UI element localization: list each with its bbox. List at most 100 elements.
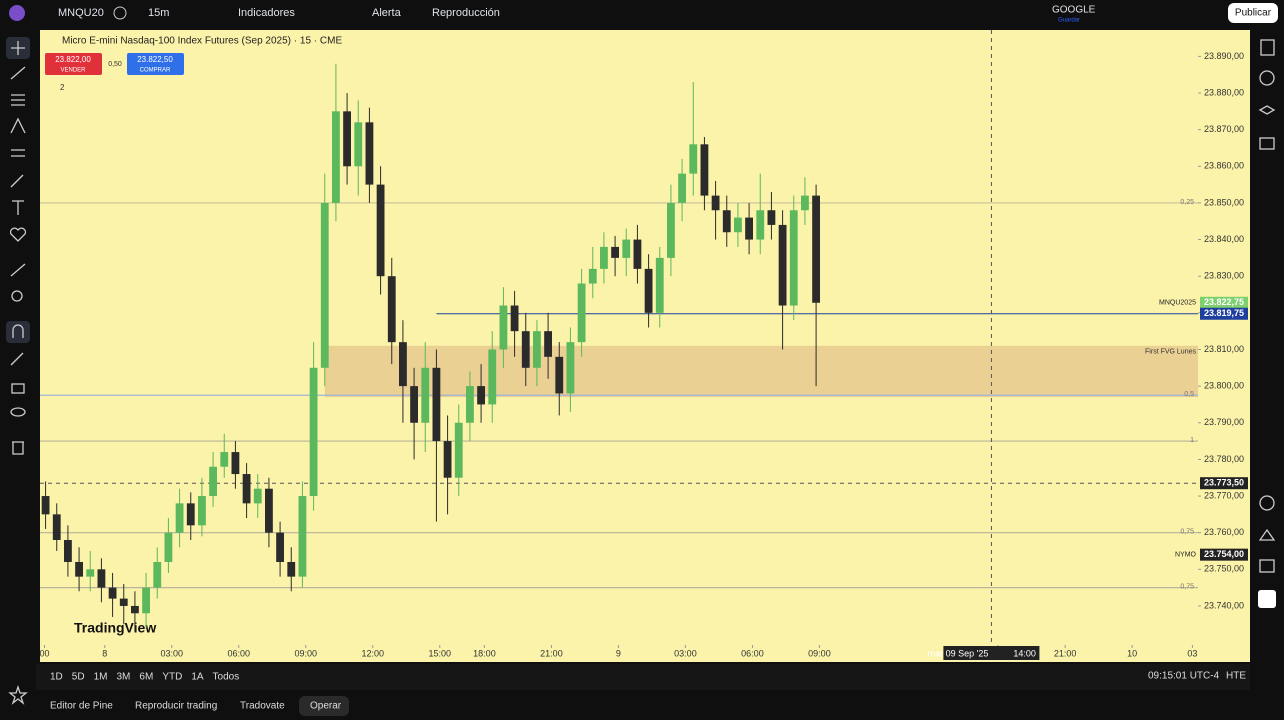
tool-zoom[interactable] — [11, 290, 23, 302]
replay[interactable]: Reproducción — [432, 7, 500, 19]
publish[interactable]: Publicar — [1235, 8, 1272, 19]
tool-pattern[interactable] — [10, 117, 26, 134]
tool-eye[interactable] — [10, 407, 26, 417]
bottom-tab[interactable]: Editor de Pine — [50, 701, 113, 712]
candle-body — [667, 202, 675, 258]
tool-draw[interactable] — [10, 352, 24, 366]
tool-fib[interactable] — [11, 94, 25, 106]
candle-body — [164, 532, 173, 562]
candle-body — [332, 111, 340, 203]
candle-body — [320, 202, 329, 368]
candle-body — [119, 598, 128, 606]
tool-measure[interactable] — [11, 149, 25, 157]
watchlist[interactable] — [1260, 39, 1275, 56]
candle-body — [142, 587, 150, 614]
candle-body — [186, 503, 195, 526]
price-tag-name: MNQU2025 — [1159, 300, 1196, 307]
alerts[interactable] — [1259, 70, 1275, 86]
add-icon[interactable] — [113, 6, 127, 20]
candle-body — [443, 441, 452, 478]
candle-body — [499, 305, 508, 350]
tool-cross[interactable] — [11, 41, 25, 55]
candle-body — [588, 268, 597, 284]
interval[interactable]: 15m — [148, 7, 169, 19]
range-button[interactable]: Todos — [213, 672, 240, 683]
apps[interactable] — [1258, 590, 1276, 608]
x-tick-label: 12:00 — [362, 648, 385, 658]
tool-line[interactable] — [10, 66, 26, 80]
candle-body — [466, 386, 474, 423]
right-toolbar — [1258, 39, 1276, 608]
target[interactable] — [1259, 495, 1275, 511]
candle-body — [432, 367, 441, 442]
candle-body — [108, 587, 117, 599]
bottom-tab[interactable]: Operar — [310, 701, 342, 712]
publish-button[interactable] — [1228, 3, 1278, 23]
price-tag — [1200, 477, 1248, 490]
x-tick-label: 21:00 — [540, 648, 563, 658]
x-tick-label: 06:00 — [741, 648, 764, 658]
tool-fav[interactable] — [9, 227, 27, 242]
candle-body — [343, 111, 351, 167]
buy-label[interactable]: COMPRAR — [140, 68, 171, 74]
buy-price[interactable]: 23.822,50 — [137, 55, 173, 64]
candle-body — [789, 210, 798, 306]
tool-star[interactable] — [8, 684, 28, 705]
price-tag — [1200, 548, 1248, 561]
candle-body — [745, 217, 754, 240]
tool-lock[interactable] — [11, 383, 25, 394]
range-button[interactable]: 5D — [72, 672, 85, 683]
buy-button[interactable] — [127, 53, 184, 75]
candle-body — [231, 452, 240, 475]
avatar[interactable] — [9, 5, 25, 21]
candle-body — [700, 144, 709, 196]
bottom-tab[interactable]: Tradovate — [240, 701, 285, 712]
range-bar — [36, 664, 1250, 690]
tool-ruler[interactable] — [10, 263, 26, 277]
layers[interactable] — [1258, 105, 1276, 115]
sell-label[interactable]: VENDER — [60, 68, 86, 74]
chat[interactable] — [1259, 137, 1275, 150]
fvg-zone — [324, 345, 1198, 398]
bottom-tab[interactable]: Reproducir trading — [135, 701, 217, 712]
x-tick-label: 9 — [616, 648, 621, 658]
collapse-count[interactable]: 2 — [60, 83, 65, 92]
ideas[interactable] — [1258, 528, 1276, 541]
x-tick-label: 18:00 — [473, 648, 496, 658]
account[interactable]: GOOGLE — [1052, 5, 1096, 16]
tool-brush[interactable] — [10, 174, 24, 188]
indicators[interactable]: Indicadores — [238, 7, 295, 19]
candle-body — [622, 239, 631, 258]
candle-body — [242, 474, 251, 504]
fvg-label: First FVG Lunes — [1145, 349, 1196, 356]
session[interactable]: HTE — [1226, 671, 1246, 682]
range-button[interactable]: 1M — [94, 672, 108, 683]
candle-body — [220, 452, 229, 467]
range-button[interactable]: 1A — [191, 672, 204, 683]
range-button[interactable]: 3M — [117, 672, 131, 683]
tool-magnet[interactable] — [12, 324, 24, 338]
candle-body — [410, 386, 418, 423]
x-tick-label: 09:00 — [295, 648, 318, 658]
candle-body — [387, 276, 396, 343]
range-button[interactable]: 6M — [139, 672, 153, 683]
range-button[interactable]: 1D — [50, 672, 63, 683]
range-button[interactable]: YTD — [162, 672, 182, 683]
save[interactable]: Guardar — [1058, 18, 1080, 24]
calendar[interactable] — [1259, 559, 1275, 573]
candle-body — [655, 257, 664, 313]
tool-trash[interactable] — [12, 441, 24, 455]
sell-button[interactable] — [45, 53, 102, 75]
tool-text[interactable] — [12, 200, 24, 215]
sell-price[interactable]: 23.822,00 — [55, 55, 91, 64]
symbol[interactable]: MNQU20 — [58, 7, 104, 19]
candle-body — [722, 210, 731, 233]
tool-magnet-bg[interactable] — [6, 321, 30, 343]
trade-button[interactable] — [299, 696, 349, 716]
alert[interactable]: Alerta — [372, 7, 402, 19]
left-toolbar — [6, 37, 30, 705]
candle-body — [365, 122, 374, 185]
spread: 0,50 — [108, 61, 122, 68]
price-tag — [1200, 307, 1248, 320]
